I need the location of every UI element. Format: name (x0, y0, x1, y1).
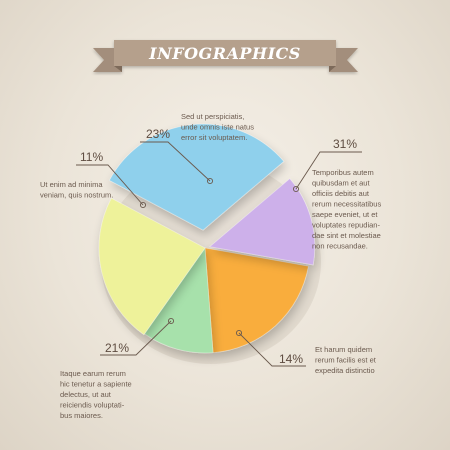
pie-chart (98, 123, 316, 354)
pie-slice-31 (108, 123, 285, 231)
ribbon-body (114, 40, 336, 66)
leader-marker-11 (139, 201, 147, 209)
slice-description-23: Sed ut perspiciatis, unde omnis iste nat… (181, 112, 256, 142)
leader-line-14 (238, 332, 306, 367)
title-ribbon: INFOGRAPHICS (93, 40, 358, 72)
leader-marker-23 (206, 177, 214, 185)
ribbon-fold-left (114, 66, 122, 72)
leader-line-21 (100, 320, 172, 356)
pie-slice-23 (98, 197, 206, 336)
banner-title: INFOGRAPHICS (148, 44, 301, 63)
slice-label-31: 31% (333, 137, 357, 151)
pie-slice-14 (208, 178, 316, 266)
ribbon-fold-right (329, 66, 336, 72)
pie-slice-21 (204, 247, 309, 354)
slice-label-23: 23% (146, 127, 170, 141)
ribbon-tail-right (329, 48, 358, 72)
leader-marker-31 (292, 185, 300, 193)
slice-description-14: Et harum quidem rerum facilis est et exp… (315, 345, 378, 375)
slice-description-11: Ut enim ad minima veniam, quis nostrum. (40, 180, 113, 200)
leader-line-23 (140, 141, 211, 182)
slice-description-31: Temporibus autem quibusdam et aut offici… (312, 168, 383, 251)
leader-lines (76, 141, 362, 367)
slice-label-21: 21% (105, 341, 129, 355)
slice-label-14: 14% (279, 352, 303, 366)
leader-line-31 (295, 151, 362, 190)
leader-marker-14 (235, 329, 243, 337)
slice-description-21: Itaque earum rerum hic tenetur a sapient… (60, 369, 134, 420)
leader-marker-21 (167, 317, 175, 325)
pie-slice-11 (143, 246, 214, 354)
slice-label-11: 11% (80, 150, 103, 164)
leader-line-11 (76, 164, 144, 206)
